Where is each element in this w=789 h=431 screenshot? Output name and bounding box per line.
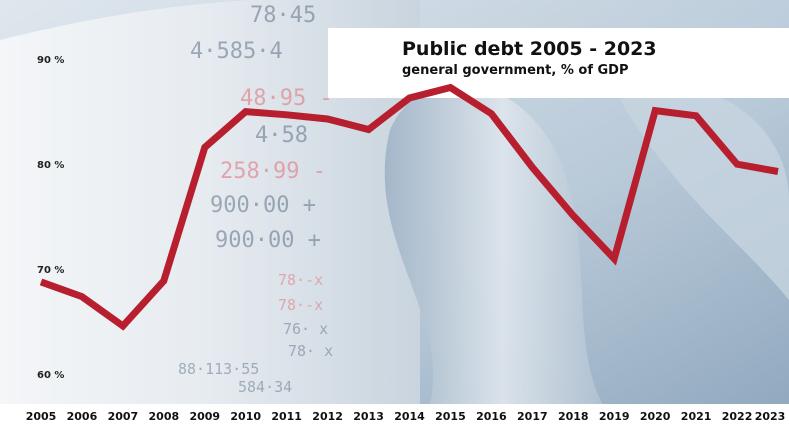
svg-text:48·95 -: 48·95 - — [240, 86, 333, 111]
x-tick-label: 2005 — [25, 410, 57, 423]
x-tick-label: 2022 — [721, 410, 753, 423]
y-tick-label: 60 % — [37, 370, 65, 382]
x-tick-label: 2020 — [639, 410, 671, 423]
x-tick-label: 2018 — [557, 410, 589, 423]
svg-text:584·34: 584·34 — [238, 378, 292, 396]
svg-text:78·-x: 78·-x — [278, 296, 323, 314]
svg-text:900·00 +: 900·00 + — [210, 193, 316, 218]
x-tick-label: 2012 — [312, 410, 343, 423]
svg-text:76· x: 76· x — [283, 320, 328, 338]
x-tick-label: 2013 — [353, 410, 384, 423]
svg-text:78· x: 78· x — [288, 342, 333, 360]
x-tick-label: 2015 — [435, 410, 466, 423]
svg-text:78·45: 78·45 — [250, 3, 316, 28]
x-tick-label: 2008 — [148, 410, 180, 423]
svg-text:88·113·55: 88·113·55 — [178, 360, 259, 378]
y-tick-label: 80 % — [37, 160, 65, 172]
x-tick-label: 2019 — [598, 410, 630, 423]
x-tick-label: 2021 — [680, 410, 712, 423]
chart-subtitle: general government, % of GDP — [402, 63, 629, 78]
x-tick-label: 2023 — [754, 410, 786, 423]
svg-text:4·585·4: 4·585·4 — [190, 39, 283, 64]
x-tick-label: 2007 — [107, 410, 139, 423]
y-tick-label: 90 % — [37, 55, 65, 67]
x-tick-label: 2014 — [394, 410, 425, 423]
x-tick-label: 2009 — [189, 410, 221, 423]
x-tick-label: 2016 — [476, 410, 507, 423]
x-axis-band — [0, 404, 789, 431]
x-tick-label: 2017 — [517, 410, 548, 423]
svg-text:258·99 -: 258·99 - — [220, 159, 326, 184]
x-tick-label: 2011 — [271, 410, 302, 423]
x-tick-label: 2010 — [230, 410, 262, 423]
title-box: Public debt 2005 - 2023 general governme… — [328, 28, 789, 98]
x-tick-label: 2006 — [66, 410, 98, 423]
y-tick-label: 70 % — [37, 265, 65, 277]
svg-text:78·-x: 78·-x — [278, 271, 323, 289]
svg-text:900·00 +: 900·00 + — [215, 228, 321, 253]
series-line — [39, 83, 779, 331]
svg-text:4·58: 4·58 — [255, 123, 308, 148]
chart-title: Public debt 2005 - 2023 — [402, 38, 657, 60]
